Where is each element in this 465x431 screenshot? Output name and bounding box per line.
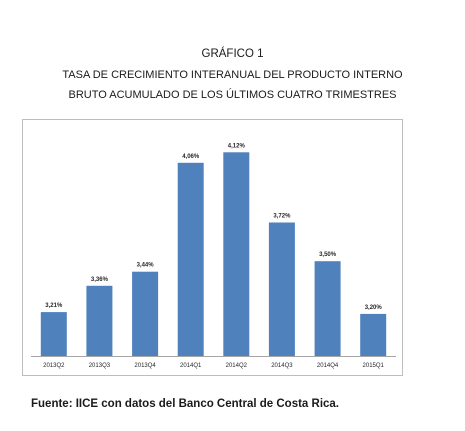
data-label-2013Q3: 3,36% <box>91 277 109 283</box>
bar-chart: 3,21% 2013Q2 3,36% 2013Q3 3,44% 2013Q4 4,06% 20… <box>31 143 396 369</box>
chart-label: GRÁFICO 1 <box>201 48 264 60</box>
x-tick-label-2015Q1: 2015Q1 <box>363 363 385 369</box>
bar-2013Q3 <box>86 285 113 356</box>
data-label-2015Q1: 3,20% <box>365 305 383 311</box>
data-label-2014Q2: 4,12% <box>228 143 246 149</box>
bar-2014Q3 <box>268 222 295 356</box>
bar-2013Q2 <box>40 312 67 356</box>
data-label-2013Q2: 3,21% <box>45 303 63 309</box>
x-tick-label-2014Q3: 2014Q3 <box>271 363 293 369</box>
bar-2013Q4 <box>132 271 159 356</box>
bar-2014Q4 <box>314 261 341 356</box>
chart-title-line-2: BRUTO ACUMULADO DE LOS ÚLTIMOS CUATRO TR… <box>68 89 397 101</box>
data-label-2014Q3: 3,72% <box>273 214 291 220</box>
data-label-2014Q4: 3,50% <box>319 252 337 258</box>
x-tick-label-2013Q2: 2013Q2 <box>43 363 65 369</box>
x-tick-label-2014Q4: 2014Q4 <box>317 363 339 369</box>
bar-2014Q2 <box>223 152 250 356</box>
x-tick-label-2014Q1: 2014Q1 <box>180 363 202 369</box>
x-tick-label-2014Q2: 2014Q2 <box>226 363 248 369</box>
chart-title-line-1: TASA DE CRECIMIENTO INTERANUAL DEL PRODU… <box>62 69 403 81</box>
bar-2015Q1 <box>360 313 387 356</box>
x-tick-label-2013Q3: 2013Q3 <box>89 363 111 369</box>
chart-frame: 3,21% 2013Q2 3,36% 2013Q3 3,44% 2013Q4 4,06% 20… <box>22 119 403 376</box>
source-note: Fuente: IICE con datos del Banco Central… <box>31 398 340 410</box>
data-label-2013Q4: 3,44% <box>137 263 155 269</box>
data-label-2014Q1: 4,06% <box>182 154 200 160</box>
x-tick-label-2013Q4: 2013Q4 <box>134 363 156 369</box>
bar-2014Q1 <box>177 162 204 356</box>
